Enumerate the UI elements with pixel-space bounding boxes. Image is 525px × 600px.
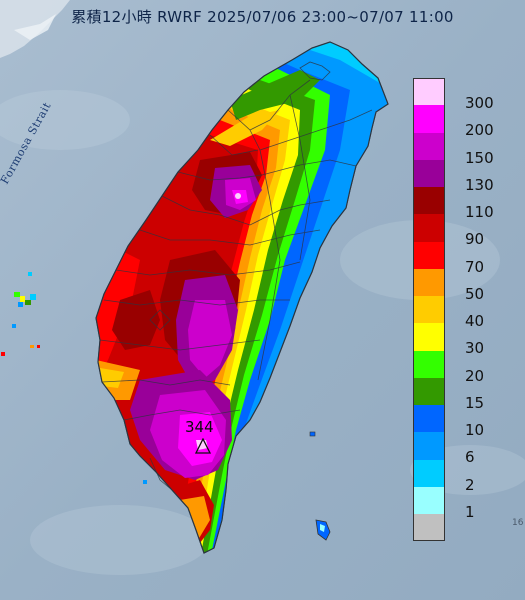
legend-entry: 40 xyxy=(413,296,510,329)
legend-swatch xyxy=(413,105,445,133)
legend-entry: 110 xyxy=(413,187,510,220)
corner-mark: 16 xyxy=(512,518,524,528)
small-islands xyxy=(143,431,331,541)
legend-label: 200 xyxy=(465,121,494,140)
penghu-rain xyxy=(1,272,40,356)
legend-label: 150 xyxy=(465,148,494,167)
legend-entry: 130 xyxy=(413,159,510,193)
legend-swatch xyxy=(413,405,445,433)
legend-swatch xyxy=(413,296,445,324)
legend-swatch xyxy=(413,486,445,514)
peak-triangle-icon xyxy=(195,438,211,454)
legend-label: 6 xyxy=(465,448,475,467)
legend-swatch xyxy=(413,159,445,187)
legend-entry: 10 xyxy=(413,405,510,438)
legend-entry: 6 xyxy=(413,432,510,465)
legend-label: 90 xyxy=(465,230,485,249)
legend-swatch xyxy=(413,350,445,378)
legend-label: 110 xyxy=(465,203,494,221)
legend-label: 1 xyxy=(465,502,475,521)
map-title: 累積12小時 RWRF 2025/07/06 23:00~07/07 11:00 xyxy=(71,8,454,26)
legend-entry: 300 xyxy=(413,78,510,111)
legend-swatch xyxy=(413,514,445,542)
peak-value-label: 344 xyxy=(185,418,214,436)
mainland-coast xyxy=(0,0,70,58)
legend-entry: 70 xyxy=(413,241,510,275)
legend-entry: 20 xyxy=(413,350,510,384)
legend-entry: 200 xyxy=(413,105,510,138)
legend-label: 2 xyxy=(465,475,475,494)
legend-swatch xyxy=(413,214,445,242)
legend-swatch xyxy=(413,268,445,296)
legend-entry: 50 xyxy=(413,268,510,302)
color-legend: 300 200 150 130 110 90 70 50 40 30 20 15 10 6 2 1 xyxy=(413,78,510,542)
legend-entry: 90 xyxy=(413,214,510,247)
legend-entry: 30 xyxy=(413,323,510,356)
legend-label: 30 xyxy=(465,339,485,358)
legend-entry: 15 xyxy=(413,377,510,411)
legend-swatch xyxy=(413,459,445,487)
legend-label: 20 xyxy=(465,366,485,385)
legend-swatch xyxy=(413,187,445,215)
legend-swatch xyxy=(413,132,445,160)
legend-entry: 2 xyxy=(413,459,510,493)
legend-swatch xyxy=(413,241,445,269)
legend-swatch xyxy=(413,78,445,106)
county-boundaries xyxy=(99,61,373,491)
legend-label: 300 xyxy=(465,94,494,112)
legend-swatch xyxy=(413,377,445,405)
legend-label: 10 xyxy=(465,421,485,439)
legend-label: 130 xyxy=(465,175,494,194)
legend-entry xyxy=(413,514,510,542)
legend-label: 70 xyxy=(465,257,485,276)
legend-swatch xyxy=(413,323,445,351)
legend-entry: 150 xyxy=(413,132,510,166)
legend-swatch xyxy=(413,432,445,460)
legend-entry: 1 xyxy=(413,486,510,520)
legend-label: 40 xyxy=(465,312,485,330)
legend-label: 50 xyxy=(465,284,485,303)
legend-label: 15 xyxy=(465,393,485,412)
